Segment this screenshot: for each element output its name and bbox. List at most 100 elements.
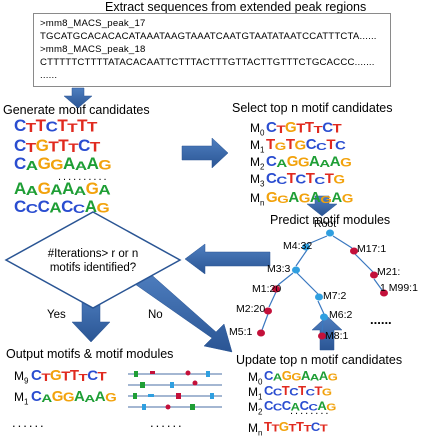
logo-base-c: C (272, 401, 282, 413)
tree-label-m4: M4:32 (283, 240, 313, 252)
logo-base-a: A (84, 197, 97, 216)
logo-base-t: T (285, 136, 295, 153)
logo-base-c: C (281, 398, 291, 413)
decision-diamond (4, 211, 182, 309)
logo-base-t: T (324, 170, 334, 187)
logo-base-c: C (272, 386, 282, 398)
logo-base-g: G (278, 419, 289, 434)
logo-base-c: C (295, 172, 306, 187)
decision-text: #Iterations> r or n motifs identified? (10, 247, 176, 275)
tree-node-m99 (380, 289, 388, 297)
logo-base-a: A (74, 159, 87, 173)
tree-node-m1 (272, 285, 280, 293)
output-dots-right: ...... (150, 415, 184, 430)
tree-label-m1: M1:20 (252, 283, 282, 295)
logo-base-t: T (314, 383, 322, 398)
arrow-right-select (181, 137, 229, 169)
arrow-down-fasta (63, 87, 93, 109)
decision-line-2: motifs identified? (49, 262, 137, 274)
generate-motif-logo: CAGGAAAG (14, 154, 112, 173)
select-motif-logo: CTGTTTCT (266, 119, 342, 136)
logo-base-g: G (326, 400, 336, 413)
tree-label-m21: M21: (377, 266, 401, 278)
logo-base-t: T (78, 371, 88, 384)
logo-base-g: G (37, 154, 51, 173)
logo-base-t: T (286, 170, 296, 187)
logo-base-c: C (37, 197, 50, 216)
logo-base-g: G (96, 200, 110, 216)
logo-base-t: T (276, 123, 286, 136)
logo-base-t: T (303, 423, 311, 434)
logo-base-c: C (14, 136, 26, 155)
logo-base-t: T (67, 121, 78, 135)
logo-base-a: A (49, 199, 62, 216)
logo-base-a: A (73, 184, 86, 198)
tree-node-m5 (257, 329, 265, 337)
generate-motif-logo: CTGTTTCT (14, 137, 100, 154)
logo-base-c: C (266, 153, 277, 170)
logo-base-a: A (319, 157, 330, 170)
logo-base-c: C (276, 174, 287, 187)
logo-base-a: A (309, 189, 321, 206)
logo-base-c: C (14, 116, 26, 135)
logo-base-t: T (281, 383, 290, 398)
logo-base-c: C (266, 170, 277, 187)
logo-base-t: T (69, 367, 79, 384)
logo-base-g: G (98, 157, 112, 173)
select-motif-label: Mn (250, 191, 265, 208)
fasta-sequence-box: >mm8_MACS_peak_17 TGCATGCACACACATAAATAAG… (33, 13, 391, 87)
logo-base-t: T (57, 116, 68, 135)
logo-base-c: C (305, 387, 315, 398)
logo-base-t: T (68, 141, 79, 155)
title-update: Update top n motif candidates (236, 353, 403, 367)
logo-base-a: A (84, 392, 95, 405)
generate-dots: .......... (58, 171, 109, 183)
logo-base-c: C (322, 119, 333, 136)
logo-base-a: A (317, 398, 327, 413)
title-select: Select top n motif candidates (232, 101, 393, 115)
tree-node-m8 (318, 332, 326, 340)
logo-base-c: C (308, 402, 318, 413)
update-motif-logo: TTGTTTCT (264, 419, 328, 434)
logo-base-a: A (94, 388, 106, 405)
logo-base-a: A (25, 183, 38, 198)
logo-base-t: T (97, 370, 107, 384)
logo-base-t: T (319, 421, 328, 434)
logo-base-c: C (31, 388, 42, 405)
logo-base-a: A (329, 153, 341, 170)
logo-base-g: G (327, 370, 338, 383)
fasta-line: CTTTTTCTTTTATACACAATTCTTTACTTTGTTACTTGTT… (40, 57, 375, 68)
tree-node-m21 (370, 271, 378, 279)
logo-base-a: A (25, 158, 38, 173)
update-motif-logo: CCCACCAG (264, 399, 336, 412)
logo-base-t: T (25, 120, 36, 135)
logo-base-a: A (288, 189, 299, 206)
logo-base-t: T (89, 139, 100, 155)
logo-base-g: G (281, 368, 292, 383)
logo-base-t: T (58, 136, 69, 155)
logo-base-c: C (316, 140, 327, 153)
no-label: No (148, 309, 163, 321)
logo-base-c: C (14, 197, 26, 216)
logo-base-g: G (333, 173, 345, 187)
select-motif-logo: CCTCTCTG (266, 171, 345, 186)
logo-base-g: G (285, 119, 297, 136)
logo-base-g: G (297, 155, 310, 170)
logo-base-c: C (289, 385, 299, 398)
update-dots: ........ (290, 405, 331, 417)
logo-base-g: G (274, 140, 287, 153)
logo-base-a: A (14, 179, 26, 198)
logo-base-t: T (304, 119, 314, 136)
logo-base-t: T (87, 119, 97, 135)
logo-base-t: T (25, 140, 36, 155)
update-motif-label: M1 (248, 385, 263, 402)
arrow-diagonal-no (131, 269, 233, 353)
generate-motif-logo: AAGAAAGA (14, 179, 111, 198)
tree-node-m17 (350, 247, 358, 255)
logo-base-g: G (37, 179, 51, 198)
logo-base-t: T (313, 123, 323, 136)
logo-base-c: C (264, 368, 273, 383)
tree-node-m2 (264, 307, 272, 315)
logo-base-a: A (62, 179, 74, 198)
fasta-line: ...... (40, 70, 58, 81)
